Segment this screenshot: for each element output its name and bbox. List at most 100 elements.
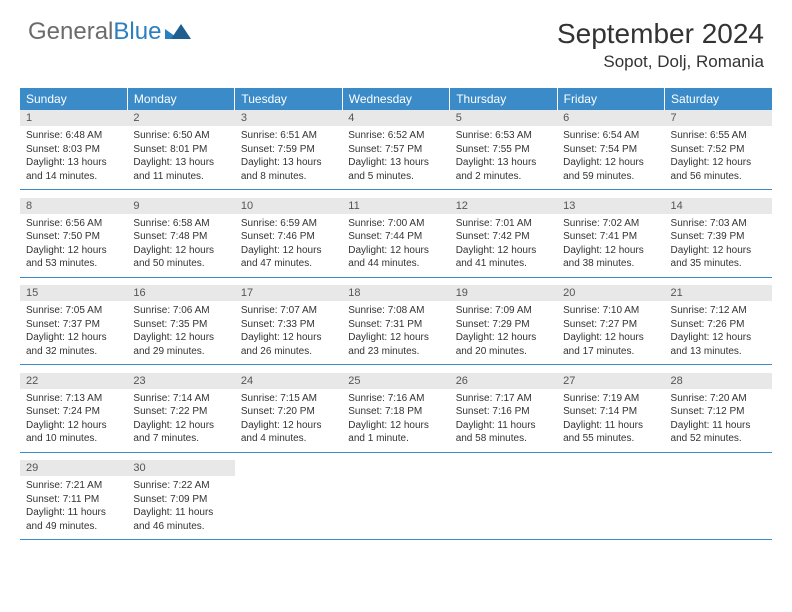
day-details: Sunrise: 7:22 AMSunset: 7:09 PMDaylight:… [127,476,234,539]
day-details: Sunrise: 6:56 AMSunset: 7:50 PMDaylight:… [20,214,127,277]
day-details: Sunrise: 6:50 AMSunset: 8:01 PMDaylight:… [127,126,234,189]
calendar-day: 6Sunrise: 6:54 AMSunset: 7:54 PMDaylight… [557,110,664,190]
day-number: 29 [20,460,127,476]
calendar-day: 5Sunrise: 6:53 AMSunset: 7:55 PMDaylight… [450,110,557,190]
day-number: 1 [20,110,127,126]
calendar-day: 14Sunrise: 7:03 AMSunset: 7:39 PMDayligh… [665,198,772,278]
calendar-body: 1Sunrise: 6:48 AMSunset: 8:03 PMDaylight… [20,110,772,540]
spacer-row [20,452,772,460]
day-details: Sunrise: 6:53 AMSunset: 7:55 PMDaylight:… [450,126,557,189]
spacer-row [20,277,772,285]
calendar-day: 13Sunrise: 7:02 AMSunset: 7:41 PMDayligh… [557,198,664,278]
day-number: 19 [450,285,557,301]
day-details: Sunrise: 7:17 AMSunset: 7:16 PMDaylight:… [450,389,557,452]
day-number: 26 [450,373,557,389]
calendar-day: 17Sunrise: 7:07 AMSunset: 7:33 PMDayligh… [235,285,342,365]
calendar-day: 10Sunrise: 6:59 AMSunset: 7:46 PMDayligh… [235,198,342,278]
calendar-day: 3Sunrise: 6:51 AMSunset: 7:59 PMDaylight… [235,110,342,190]
day-number: 20 [557,285,664,301]
calendar-day: .. [665,460,772,540]
day-details: Sunrise: 7:21 AMSunset: 7:11 PMDaylight:… [20,476,127,539]
day-details: Sunrise: 7:03 AMSunset: 7:39 PMDaylight:… [665,214,772,277]
day-details: Sunrise: 7:09 AMSunset: 7:29 PMDaylight:… [450,301,557,364]
day-number: 21 [665,285,772,301]
day-details: Sunrise: 7:12 AMSunset: 7:26 PMDaylight:… [665,301,772,364]
day-number: 14 [665,198,772,214]
day-number: 5 [450,110,557,126]
day-header: Sunday [20,88,127,110]
day-header-row: SundayMondayTuesdayWednesdayThursdayFrid… [20,88,772,110]
calendar-day: 23Sunrise: 7:14 AMSunset: 7:22 PMDayligh… [127,373,234,453]
calendar-day: 21Sunrise: 7:12 AMSunset: 7:26 PMDayligh… [665,285,772,365]
day-details: Sunrise: 7:10 AMSunset: 7:27 PMDaylight:… [557,301,664,364]
day-header: Wednesday [342,88,449,110]
day-header: Monday [127,88,234,110]
calendar-day: 18Sunrise: 7:08 AMSunset: 7:31 PMDayligh… [342,285,449,365]
calendar-day: 25Sunrise: 7:16 AMSunset: 7:18 PMDayligh… [342,373,449,453]
calendar-day: 20Sunrise: 7:10 AMSunset: 7:27 PMDayligh… [557,285,664,365]
location-text: Sopot, Dolj, Romania [557,52,764,72]
calendar-week: 15Sunrise: 7:05 AMSunset: 7:37 PMDayligh… [20,285,772,365]
day-number: 17 [235,285,342,301]
calendar-day: 26Sunrise: 7:17 AMSunset: 7:16 PMDayligh… [450,373,557,453]
calendar-week: 1Sunrise: 6:48 AMSunset: 8:03 PMDaylight… [20,110,772,190]
logo: GeneralBlue [28,18,191,46]
calendar-day: 16Sunrise: 7:06 AMSunset: 7:35 PMDayligh… [127,285,234,365]
calendar-day: 1Sunrise: 6:48 AMSunset: 8:03 PMDaylight… [20,110,127,190]
day-details: Sunrise: 7:14 AMSunset: 7:22 PMDaylight:… [127,389,234,452]
spacer-row [20,365,772,373]
day-header: Friday [557,88,664,110]
calendar-day: 12Sunrise: 7:01 AMSunset: 7:42 PMDayligh… [450,198,557,278]
day-details: Sunrise: 6:55 AMSunset: 7:52 PMDaylight:… [665,126,772,189]
calendar-week: 8Sunrise: 6:56 AMSunset: 7:50 PMDaylight… [20,198,772,278]
day-number: 4 [342,110,449,126]
day-details: Sunrise: 7:02 AMSunset: 7:41 PMDaylight:… [557,214,664,277]
day-details: Sunrise: 7:16 AMSunset: 7:18 PMDaylight:… [342,389,449,452]
day-number: 7 [665,110,772,126]
calendar-day: 24Sunrise: 7:15 AMSunset: 7:20 PMDayligh… [235,373,342,453]
calendar-week: 29Sunrise: 7:21 AMSunset: 7:11 PMDayligh… [20,460,772,540]
day-number: 27 [557,373,664,389]
day-number: 8 [20,198,127,214]
day-number: 10 [235,198,342,214]
title-block: September 2024 Sopot, Dolj, Romania [557,18,764,72]
day-details: Sunrise: 6:58 AMSunset: 7:48 PMDaylight:… [127,214,234,277]
day-details: Sunrise: 7:13 AMSunset: 7:24 PMDaylight:… [20,389,127,452]
day-details: Sunrise: 6:52 AMSunset: 7:57 PMDaylight:… [342,126,449,189]
day-details: Sunrise: 6:59 AMSunset: 7:46 PMDaylight:… [235,214,342,277]
day-details: Sunrise: 7:06 AMSunset: 7:35 PMDaylight:… [127,301,234,364]
day-details: Sunrise: 7:00 AMSunset: 7:44 PMDaylight:… [342,214,449,277]
day-number: 24 [235,373,342,389]
calendar-day: 28Sunrise: 7:20 AMSunset: 7:12 PMDayligh… [665,373,772,453]
day-details: Sunrise: 6:48 AMSunset: 8:03 PMDaylight:… [20,126,127,189]
day-details: Sunrise: 7:15 AMSunset: 7:20 PMDaylight:… [235,389,342,452]
logo-icon [165,18,191,46]
day-number: 23 [127,373,234,389]
day-header: Thursday [450,88,557,110]
calendar-week: 22Sunrise: 7:13 AMSunset: 7:24 PMDayligh… [20,373,772,453]
day-number: 18 [342,285,449,301]
calendar-table: SundayMondayTuesdayWednesdayThursdayFrid… [20,88,772,540]
day-number: 6 [557,110,664,126]
day-number: 28 [665,373,772,389]
day-details: Sunrise: 7:07 AMSunset: 7:33 PMDaylight:… [235,301,342,364]
calendar-day: 15Sunrise: 7:05 AMSunset: 7:37 PMDayligh… [20,285,127,365]
day-details: Sunrise: 7:19 AMSunset: 7:14 PMDaylight:… [557,389,664,452]
day-number: 30 [127,460,234,476]
calendar-day: 7Sunrise: 6:55 AMSunset: 7:52 PMDaylight… [665,110,772,190]
day-header: Saturday [665,88,772,110]
day-details: Sunrise: 6:54 AMSunset: 7:54 PMDaylight:… [557,126,664,189]
day-details: Sunrise: 7:05 AMSunset: 7:37 PMDaylight:… [20,301,127,364]
day-number: 13 [557,198,664,214]
calendar-day: 19Sunrise: 7:09 AMSunset: 7:29 PMDayligh… [450,285,557,365]
day-details: Sunrise: 7:20 AMSunset: 7:12 PMDaylight:… [665,389,772,452]
page-title: September 2024 [557,18,764,50]
header: GeneralBlue September 2024 Sopot, Dolj, … [0,0,792,80]
calendar-day: 8Sunrise: 6:56 AMSunset: 7:50 PMDaylight… [20,198,127,278]
day-number: 9 [127,198,234,214]
calendar-day: 30Sunrise: 7:22 AMSunset: 7:09 PMDayligh… [127,460,234,540]
calendar-day: 4Sunrise: 6:52 AMSunset: 7:57 PMDaylight… [342,110,449,190]
day-number: 16 [127,285,234,301]
calendar-day: 9Sunrise: 6:58 AMSunset: 7:48 PMDaylight… [127,198,234,278]
day-number: 3 [235,110,342,126]
